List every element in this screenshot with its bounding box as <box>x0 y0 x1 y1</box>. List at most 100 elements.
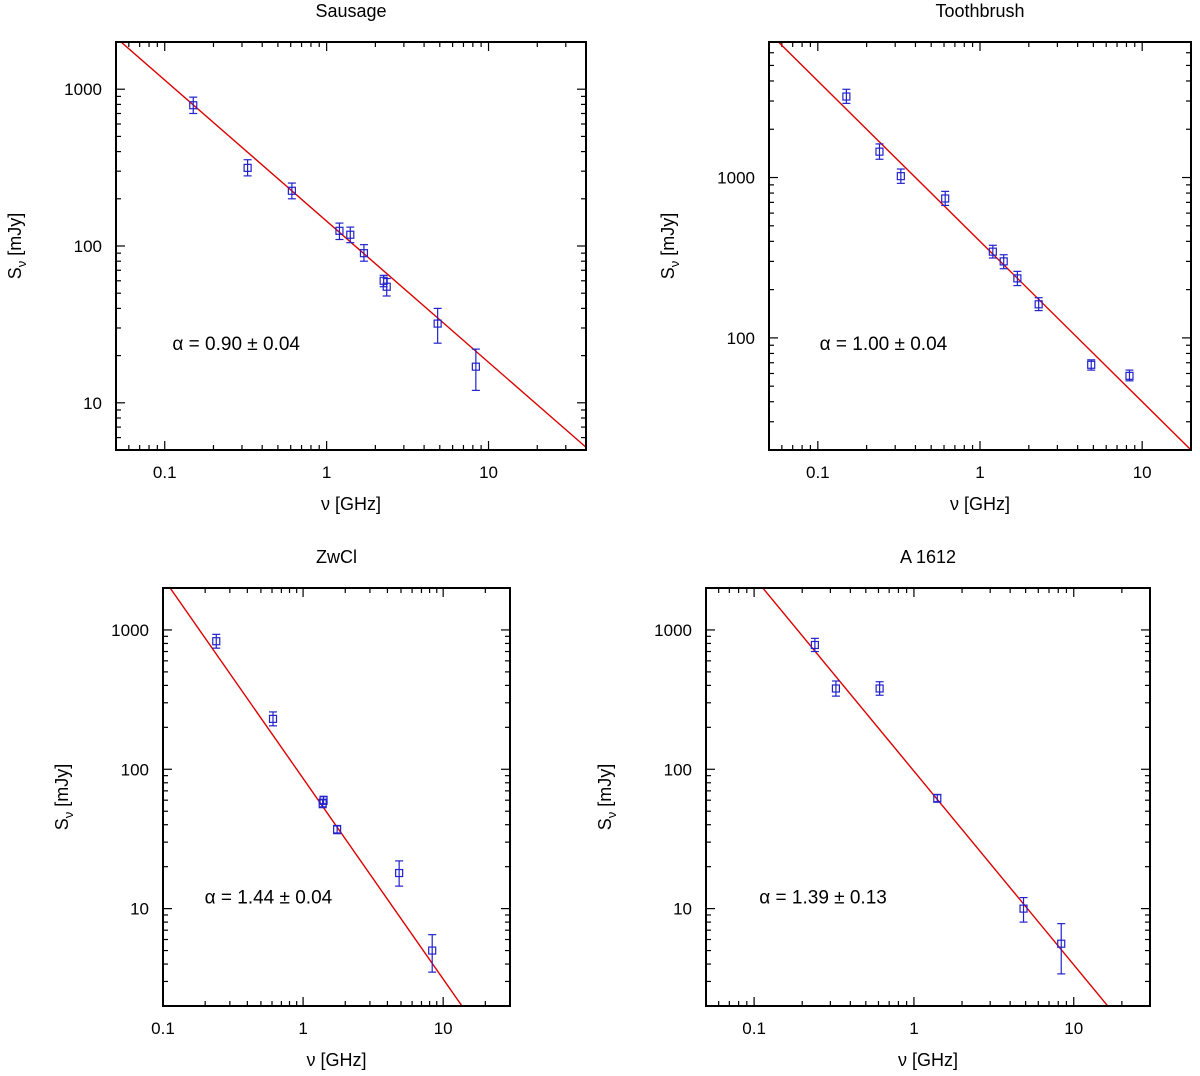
y-axis-label-main: S <box>52 818 72 830</box>
x-axis-label: ν [GHz] <box>321 494 381 514</box>
fit-line <box>777 42 1191 450</box>
x-tick-label: 1 <box>909 1019 918 1038</box>
data-point <box>333 824 342 835</box>
data-points <box>810 637 1066 975</box>
plot-frame <box>705 587 1151 1007</box>
data-point <box>810 637 819 653</box>
point-marker <box>941 194 950 203</box>
panel-zwcl: ZwCl ν [GHz] Sν [mJy] α = 1.44 ± 0.04 0.… <box>52 547 511 1070</box>
point-marker <box>810 640 819 650</box>
data-point <box>1087 359 1096 371</box>
data-points <box>189 96 480 391</box>
axis-ticks: 0.1 1 10 10 100 1000 <box>111 587 511 1038</box>
fit-line-group <box>761 588 1109 1006</box>
data-point <box>999 254 1008 270</box>
data-points <box>212 633 437 973</box>
y-axis-label-sub: ν <box>14 261 29 268</box>
y-tick-label: 10 <box>83 394 102 413</box>
point-marker <box>1125 371 1134 380</box>
data-point <box>428 934 437 973</box>
point-marker <box>189 101 198 110</box>
data-point <box>287 182 296 200</box>
fit-line-group <box>777 42 1191 450</box>
point-marker <box>359 249 369 258</box>
data-point <box>268 711 278 727</box>
y-axis-label-unit: [mJy] <box>595 764 615 812</box>
point-marker <box>1087 360 1096 369</box>
y-tick-label: 1000 <box>717 169 755 188</box>
x-tick-label: 10 <box>434 1019 453 1038</box>
point-marker <box>1019 904 1028 913</box>
x-tick-label: 10 <box>1133 463 1152 482</box>
panel-toothbrush: Toothbrush ν [GHz] Sν [mJy] α = 1.00 ± 0… <box>658 1 1192 514</box>
y-axis-label-unit: [mJy] <box>52 764 72 812</box>
y-axis-label: Sν [mJy] <box>658 213 682 280</box>
plot-frame <box>162 587 511 1007</box>
y-tick-label: 1000 <box>111 621 149 640</box>
point-marker <box>831 684 841 693</box>
y-axis-label-main: S <box>658 267 678 279</box>
y-tick-label: 100 <box>74 237 102 256</box>
point-marker <box>395 868 404 878</box>
y-axis-label-sub: ν <box>61 812 76 819</box>
axis-ticks: 0.1 1 10 100 1000 <box>717 41 1192 482</box>
x-tick-label: 0.1 <box>151 1019 175 1038</box>
panel-title: ZwCl <box>316 547 357 567</box>
point-marker <box>268 714 278 723</box>
point-marker <box>428 946 437 955</box>
data-point <box>346 226 355 244</box>
y-axis-label-sub: ν <box>667 261 682 268</box>
y-axis-label-unit: [mJy] <box>658 213 678 261</box>
data-point <box>831 680 841 697</box>
axis-ticks: 0.1 1 10 10 100 1000 <box>64 41 587 482</box>
axis-ticks: 0.1 1 10 10 100 1000 <box>654 587 1151 1038</box>
data-point <box>335 222 344 241</box>
y-axis-label: Sν [mJy] <box>595 764 619 831</box>
data-points <box>842 88 1134 382</box>
data-point <box>1057 923 1066 975</box>
data-point <box>933 793 942 803</box>
data-point <box>212 633 221 649</box>
y-axis-label-main: S <box>595 818 615 830</box>
point-marker <box>875 147 884 156</box>
panel-a1612: A 1612 ν [GHz] Sν [mJy] α = 1.39 ± 0.13 … <box>595 547 1151 1070</box>
data-point <box>243 159 252 177</box>
spectral-index-annotation: α = 1.44 ± 0.04 <box>205 888 333 909</box>
x-tick-label: 1 <box>322 463 331 482</box>
panel-title: A 1612 <box>900 547 956 567</box>
y-axis-label: Sν [mJy] <box>52 764 76 831</box>
data-point <box>395 860 404 887</box>
y-tick-label: 100 <box>121 760 149 779</box>
point-marker <box>1034 300 1043 309</box>
panel-sausage: Sausage ν [GHz] Sν [mJy] α = 0.90 ± 0.04… <box>5 1 587 514</box>
y-axis-label-main: S <box>5 267 25 279</box>
data-point <box>471 348 480 391</box>
plot-frame <box>768 41 1192 451</box>
x-axis-label: ν [GHz] <box>306 1050 366 1070</box>
point-marker <box>346 230 355 239</box>
spectral-index-annotation: α = 1.00 ± 0.04 <box>820 334 948 355</box>
point-marker <box>433 319 442 328</box>
panel-title: Toothbrush <box>935 1 1024 21</box>
x-tick-label: 0.1 <box>153 463 177 482</box>
data-point <box>1013 270 1022 287</box>
point-marker <box>471 362 480 371</box>
data-point <box>189 96 198 115</box>
x-axis-label: ν [GHz] <box>898 1050 958 1070</box>
x-tick-label: 0.1 <box>742 1019 766 1038</box>
x-tick-label: 1 <box>298 1019 307 1038</box>
point-marker <box>842 92 851 101</box>
x-tick-label: 0.1 <box>806 463 830 482</box>
point-marker <box>212 637 221 646</box>
point-marker <box>287 186 296 195</box>
point-marker <box>243 163 252 172</box>
data-point <box>319 795 328 805</box>
fit-line <box>761 588 1109 1006</box>
y-axis-label-sub: ν <box>604 812 619 819</box>
panel-title: Sausage <box>315 1 386 21</box>
data-point <box>875 681 884 696</box>
point-marker <box>335 226 344 235</box>
data-point <box>896 168 905 184</box>
point-marker <box>988 247 997 256</box>
